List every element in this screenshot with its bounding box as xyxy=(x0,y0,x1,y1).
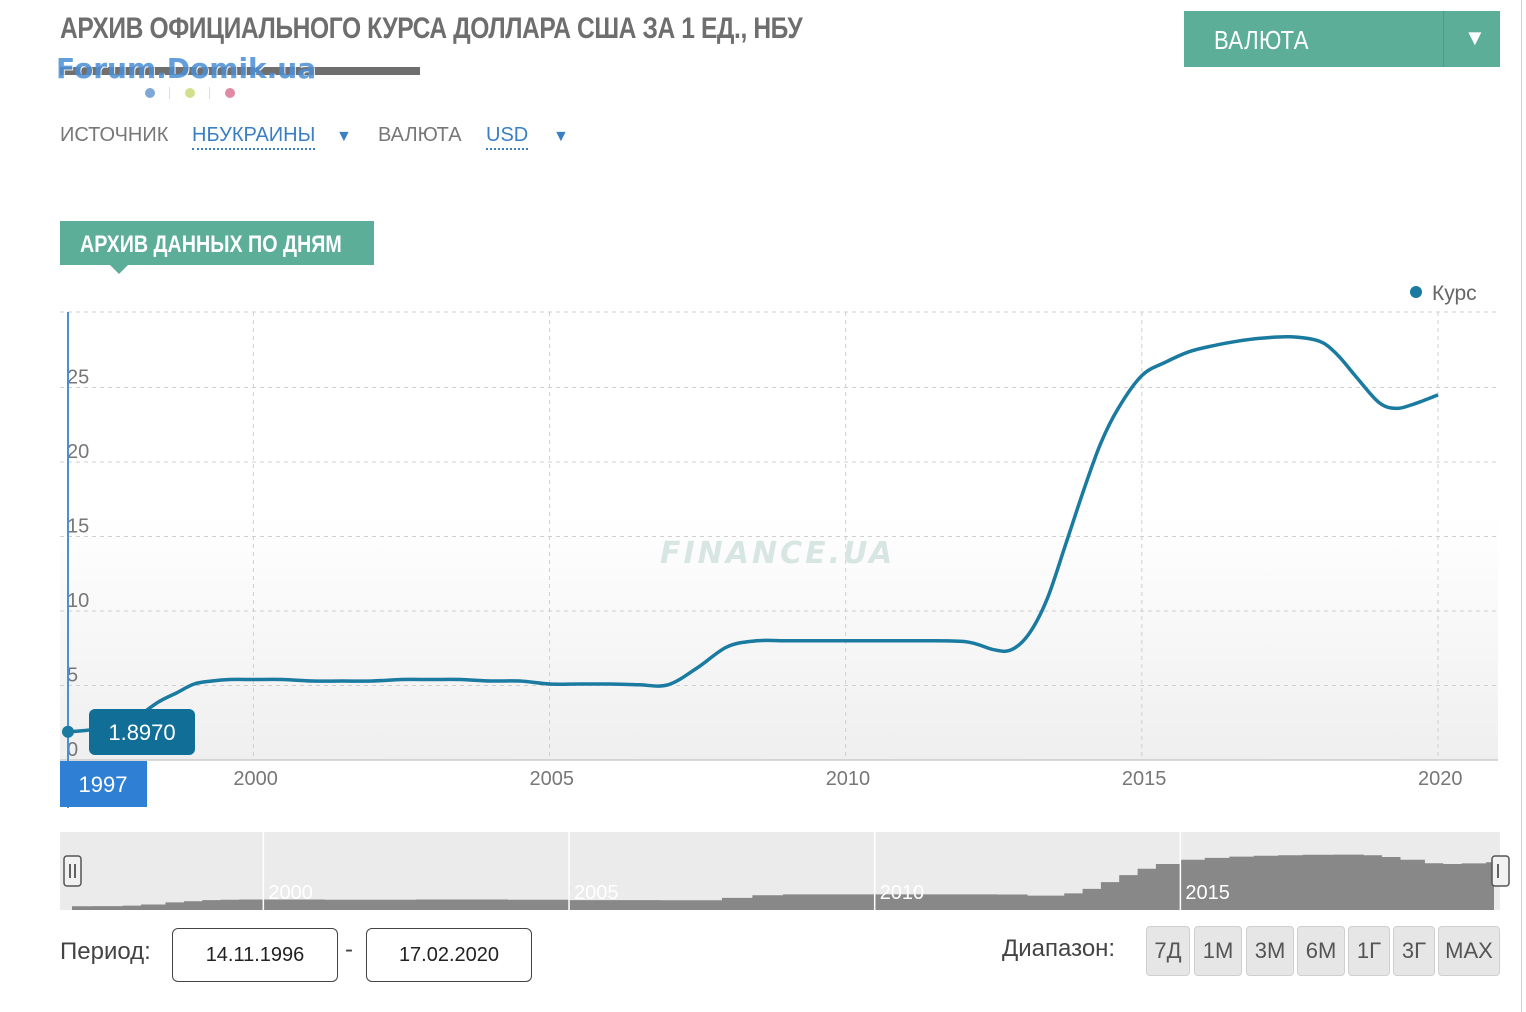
dropdown-divider xyxy=(1443,11,1444,67)
plot-background xyxy=(60,312,1498,760)
chart-watermark: FINANCE.UA xyxy=(660,536,895,571)
x-tick-label: 2000 xyxy=(233,768,278,790)
navigator-right-handle[interactable] xyxy=(1491,855,1510,887)
period-separator: - xyxy=(345,936,353,963)
dot-separator xyxy=(169,87,170,99)
dot-blue[interactable] xyxy=(145,88,155,98)
section-tab-daily-archive[interactable]: АРХИВ ДАННЫХ ПО ДНЯМ xyxy=(60,221,374,274)
range-label: Диапазон: xyxy=(1002,935,1116,962)
watermark-bar xyxy=(60,67,420,75)
tab-notch xyxy=(110,265,128,274)
navigator-label: 2015 xyxy=(1185,882,1230,904)
source-chevron-down-icon[interactable]: ▼ xyxy=(336,128,352,145)
y-tick-label: 10 xyxy=(67,590,89,612)
y-tick-label: 0 xyxy=(67,739,78,761)
period-label: Период: xyxy=(60,938,151,965)
tooltip-value: 1.8970 xyxy=(108,720,175,745)
currency-dropdown[interactable]: ВАЛЮТА ▼ xyxy=(1184,11,1500,67)
range-button-3y[interactable]: 3Г xyxy=(1393,926,1435,976)
y-tick-label: 5 xyxy=(67,665,78,687)
currency-chevron-down-icon[interactable]: ▼ xyxy=(553,128,569,145)
range-button-1m[interactable]: 1М xyxy=(1194,926,1242,976)
navigator-left-handle[interactable] xyxy=(63,855,82,887)
page-edge xyxy=(1521,0,1522,1012)
dot-separator xyxy=(209,87,210,99)
x-tick-label: 2010 xyxy=(826,768,871,790)
source-label: ИСТОЧНИК xyxy=(60,124,169,146)
page-title: АРХИВ ОФИЦИАЛЬНОГО КУРСА ДОЛЛАРА США ЗА … xyxy=(60,12,803,45)
x-tick-label: 2015 xyxy=(1122,768,1167,790)
chevron-down-icon[interactable]: ▼ xyxy=(1464,25,1486,50)
legend-marker xyxy=(1410,286,1422,298)
y-tick-label: 25 xyxy=(67,367,89,389)
currency-label: ВАЛЮТА xyxy=(378,124,462,146)
range-button-6m[interactable]: 6М xyxy=(1297,926,1345,976)
range-button-7d[interactable]: 7Д xyxy=(1146,926,1190,976)
line-chart: 0 5 10 15 20 25 2000 2005 2010 2015 2020 FINANCE.UA… xyxy=(60,282,1498,808)
series-line-kurs xyxy=(67,334,1439,734)
navigator-area xyxy=(72,854,1494,910)
y-tick-label: 15 xyxy=(67,516,89,538)
currency-dropdown-label: ВАЛЮТА xyxy=(1214,25,1309,55)
navigator-label: 2000 xyxy=(268,882,313,904)
range-button-1y[interactable]: 1Г xyxy=(1348,926,1390,976)
forum-watermark: Forum.Domik.ua xyxy=(56,52,317,85)
x-tick-label: 2020 xyxy=(1418,768,1463,790)
navigator-label: 2005 xyxy=(574,882,619,904)
dot-green[interactable] xyxy=(185,88,195,98)
period-from-input[interactable]: 14.11.1996 xyxy=(172,928,338,982)
navigator-label: 2010 xyxy=(880,882,925,904)
dot-pink[interactable] xyxy=(225,88,235,98)
x-tick-label: 2005 xyxy=(530,768,575,790)
y-tick-label: 20 xyxy=(67,441,89,463)
legend-label: Курс xyxy=(1432,282,1477,305)
x-crosshair-label-box xyxy=(60,761,147,807)
period-to-input[interactable]: 17.02.2020 xyxy=(366,928,532,982)
source-select[interactable]: НБУКРАИНЫ xyxy=(192,124,316,150)
x-crosshair-label: 1997 xyxy=(79,772,128,797)
range-button-3m[interactable]: 3М xyxy=(1246,926,1294,976)
hover-point xyxy=(62,725,74,738)
section-tab-label: АРХИВ ДАННЫХ ПО ДНЯМ xyxy=(80,231,342,258)
range-button-max[interactable]: MAX xyxy=(1438,926,1500,976)
currency-select[interactable]: USD xyxy=(486,124,529,150)
tooltip-box xyxy=(89,709,195,755)
chart-navigator[interactable]: 2000 2005 2010 2015 xyxy=(0,825,1526,920)
